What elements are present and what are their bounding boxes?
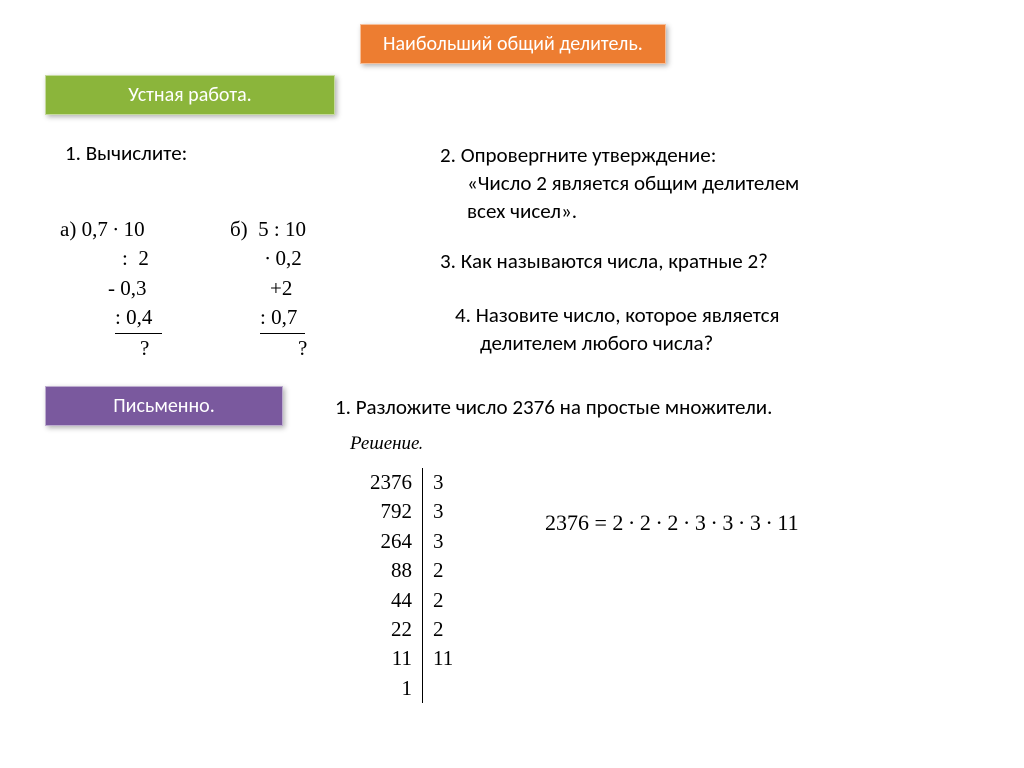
factorization-table: 2376792264884422111 33322211: [370, 468, 453, 703]
factor-left-cell: 22: [370, 615, 412, 644]
factor-right-cell: 3: [433, 497, 453, 526]
title-label: Наибольший общий делитель.: [360, 24, 666, 64]
factor-right-col: 33322211: [422, 468, 453, 703]
factor-right-cell: 3: [433, 527, 453, 556]
chain-b-l1: б) 5 : 10: [230, 215, 307, 244]
factor-left-cell: 2376: [370, 468, 412, 497]
written-task: 1. Разложите число 2376 на простые множи…: [335, 394, 772, 420]
chain-b-q: ?: [230, 334, 307, 363]
chain-a-l2: : 2: [60, 244, 162, 273]
factor-right-cell: 2: [433, 615, 453, 644]
chain-b-l4: : 0,7: [260, 303, 305, 333]
chain-a-l4: : 0,4: [115, 303, 162, 333]
factor-right-cell: 3: [433, 468, 453, 497]
task1-header: 1. Вычислите:: [65, 140, 187, 166]
chain-b-l3: +2: [230, 274, 307, 303]
factor-left-cell: 11: [370, 644, 412, 673]
factorization-result: 2376 = 2 ∙ 2 ∙ 2 ∙ 3 ∙ 3 ∙ 3 ∙ 11: [545, 510, 799, 536]
oral-work-label: Устная работа.: [45, 75, 335, 115]
chain-a: а) 0,7 ∙ 10 : 2 - 0,3 : 0,4 ?: [60, 215, 162, 363]
chain-b-l2: ∙ 0,2: [230, 244, 307, 273]
task4-l2: делителем любого числа?: [480, 330, 713, 356]
factor-left-cell: 88: [370, 556, 412, 585]
task2-l2: «Число 2 является общим делителем: [467, 170, 799, 196]
factor-right-cell: 2: [433, 586, 453, 615]
chain-a-l1: а) 0,7 ∙ 10: [60, 215, 162, 244]
task2-l1: 2. Опровергните утверждение:: [440, 142, 716, 168]
factor-left-cell: 1: [370, 674, 412, 703]
task4-l1: 4. Назовите число, которое является: [455, 302, 779, 328]
factor-left-col: 2376792264884422111: [370, 468, 422, 703]
factor-left-cell: 264: [370, 527, 412, 556]
chain-a-q: ?: [60, 334, 162, 363]
factor-right-cell: 11: [433, 644, 453, 673]
task3: 3. Как называются числа, кратные 2?: [440, 248, 768, 274]
task2-l3: всех чисел».: [467, 198, 577, 224]
chain-b: б) 5 : 10 ∙ 0,2 +2 : 0,7 ?: [230, 215, 307, 363]
chain-a-l3: - 0,3: [60, 274, 162, 303]
solution-label: Решение.: [350, 432, 423, 455]
factor-left-cell: 44: [370, 586, 412, 615]
factor-left-cell: 792: [370, 497, 412, 526]
factor-right-cell: 2: [433, 556, 453, 585]
written-work-label: Письменно.: [45, 386, 283, 426]
